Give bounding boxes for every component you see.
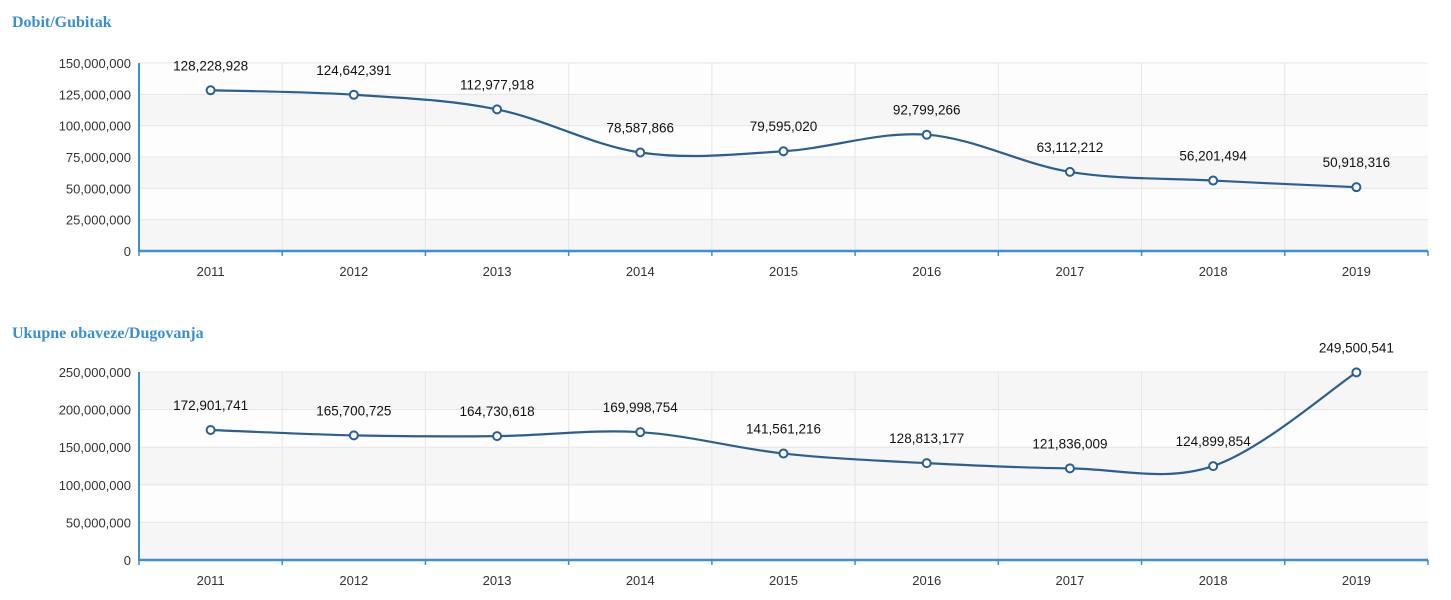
y-tick-label: 150,000,000 <box>59 440 131 455</box>
x-tick-label: 2017 <box>1055 264 1084 279</box>
data-label: 79,595,020 <box>750 119 818 134</box>
data-point <box>635 427 646 438</box>
profit-loss-chart: 0 25,000,000 50,000,000 75,000,000 100,000,0… <box>59 56 1429 279</box>
data-label: 128,228,928 <box>173 58 248 73</box>
data-point <box>1208 175 1219 186</box>
x-tick-label: 2018 <box>1199 573 1228 588</box>
data-point <box>205 85 216 96</box>
data-label: 121,836,009 <box>1032 436 1107 451</box>
data-label: 50,918,316 <box>1323 155 1391 170</box>
x-tick-label: 2014 <box>626 264 655 279</box>
y-tick-label: 50,000,000 <box>66 181 131 196</box>
x-tick-label: 2011 <box>197 264 225 279</box>
x-tick-label: 2017 <box>1055 573 1084 588</box>
data-label: 78,587,866 <box>606 121 674 136</box>
plot-band <box>139 63 1428 95</box>
data-label: 169,998,754 <box>603 400 679 415</box>
x-tick-label: 2012 <box>339 573 368 588</box>
plot-band <box>139 219 1428 251</box>
total-liabilities-chart: 0 50,000,000 100,000,000 150,000,000 200,000… <box>59 340 1429 588</box>
data-point <box>1351 367 1362 378</box>
y-tick-label: 0 <box>124 553 131 568</box>
data-point <box>205 424 216 435</box>
y-tick-label: 100,000,000 <box>59 119 131 134</box>
data-point <box>1208 461 1219 472</box>
x-tick-label: 2016 <box>912 573 941 588</box>
data-label: 112,977,918 <box>460 77 534 92</box>
data-point <box>778 448 789 459</box>
data-label: 124,899,854 <box>1176 434 1252 449</box>
x-tick-label: 2019 <box>1342 264 1371 279</box>
data-label: 92,799,266 <box>893 103 961 118</box>
chart-title-total-liabilities: Ukupne obaveze/Dugovanja <box>12 325 204 342</box>
data-label: 164,730,618 <box>460 404 535 419</box>
data-label: 165,700,725 <box>316 403 391 418</box>
data-point <box>921 129 932 140</box>
data-point <box>1064 463 1075 474</box>
x-tick-label: 2011 <box>197 573 225 588</box>
y-tick-label: 250,000,000 <box>59 365 131 380</box>
x-tick-label: 2014 <box>626 573 655 588</box>
x-tick-label: 2019 <box>1342 573 1371 588</box>
y-tick-label: 75,000,000 <box>66 150 131 165</box>
plot-band <box>139 188 1428 220</box>
y-tick-label: 125,000,000 <box>59 87 131 102</box>
data-label: 128,813,177 <box>889 431 964 446</box>
data-label: 172,901,741 <box>173 398 248 413</box>
data-label: 249,500,541 <box>1319 340 1394 355</box>
chart-title-profit-loss: Dobit/Gubitak <box>12 14 112 31</box>
data-point <box>348 89 359 100</box>
data-point <box>921 458 932 469</box>
plot-band <box>139 372 1428 410</box>
data-label: 124,642,391 <box>316 63 391 78</box>
x-tick-label: 2016 <box>912 264 941 279</box>
data-label: 63,112,212 <box>1037 140 1104 155</box>
y-tick-label: 25,000,000 <box>66 213 131 228</box>
x-tick-label: 2012 <box>339 264 368 279</box>
data-point <box>635 147 646 158</box>
plot-band <box>139 484 1428 523</box>
plot-band <box>139 409 1428 448</box>
y-tick-label: 150,000,000 <box>59 56 131 71</box>
y-tick-label: 100,000,000 <box>59 478 131 493</box>
y-tick-label: 50,000,000 <box>66 515 131 530</box>
data-point <box>778 146 789 157</box>
x-tick-label: 2015 <box>769 264 798 279</box>
y-tick-label: 0 <box>124 244 131 259</box>
plot-band <box>139 522 1428 560</box>
data-point <box>492 431 503 442</box>
data-point <box>348 430 359 441</box>
data-point <box>1351 182 1362 193</box>
data-label: 56,201,494 <box>1179 149 1247 164</box>
x-tick-label: 2013 <box>483 573 512 588</box>
x-tick-label: 2018 <box>1199 264 1228 279</box>
x-tick-label: 2013 <box>483 264 512 279</box>
data-label: 141,561,216 <box>746 422 821 437</box>
y-tick-label: 200,000,000 <box>59 403 131 418</box>
x-tick-label: 2015 <box>769 573 798 588</box>
data-point <box>1064 166 1075 177</box>
data-point <box>492 104 503 115</box>
